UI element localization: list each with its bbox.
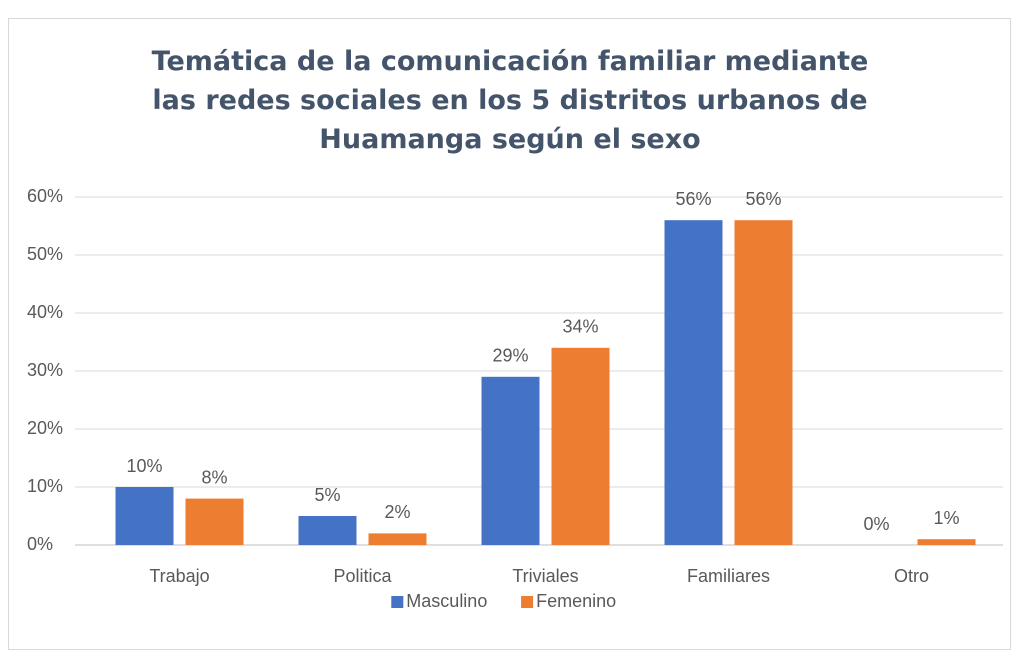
- legend-swatch: [391, 596, 404, 608]
- data-label: 10%: [126, 456, 162, 476]
- x-tick-label: Trabajo: [149, 566, 209, 586]
- legend-label: Masculino: [406, 591, 487, 611]
- y-tick-label: 20%: [27, 418, 63, 438]
- y-tick-label: 60%: [27, 186, 63, 206]
- data-label: 0%: [863, 514, 889, 534]
- data-label: 56%: [675, 189, 711, 209]
- bar: [917, 539, 976, 545]
- chart-title: Temática de la comunicación familiar med…: [151, 46, 869, 155]
- y-tick-label: 50%: [27, 244, 63, 264]
- data-label: 2%: [384, 502, 410, 522]
- bar: [734, 220, 793, 545]
- bar: [115, 487, 174, 545]
- data-label: 5%: [314, 485, 340, 505]
- y-tick-label: 10%: [27, 476, 63, 496]
- bar: [185, 498, 244, 545]
- legend-swatch: [521, 596, 534, 608]
- data-label: 29%: [492, 346, 528, 366]
- bar: [481, 376, 540, 545]
- bar: [368, 533, 427, 545]
- data-label: 8%: [201, 467, 227, 487]
- x-tick-label: Otro: [894, 566, 929, 586]
- y-tick-label: 40%: [27, 302, 63, 322]
- x-tick-label: Familiares: [687, 566, 770, 586]
- x-tick-label: Politica: [333, 566, 392, 586]
- data-label: 56%: [745, 189, 781, 209]
- bar: [298, 516, 357, 545]
- bar: [664, 220, 723, 545]
- bar: [551, 347, 610, 545]
- y-tick-label: 0%: [27, 534, 53, 554]
- x-tick-label: Triviales: [512, 566, 578, 586]
- legend-label: Femenino: [536, 591, 616, 611]
- data-label: 34%: [562, 317, 598, 337]
- y-tick-label: 30%: [27, 360, 63, 380]
- data-label: 1%: [933, 508, 959, 528]
